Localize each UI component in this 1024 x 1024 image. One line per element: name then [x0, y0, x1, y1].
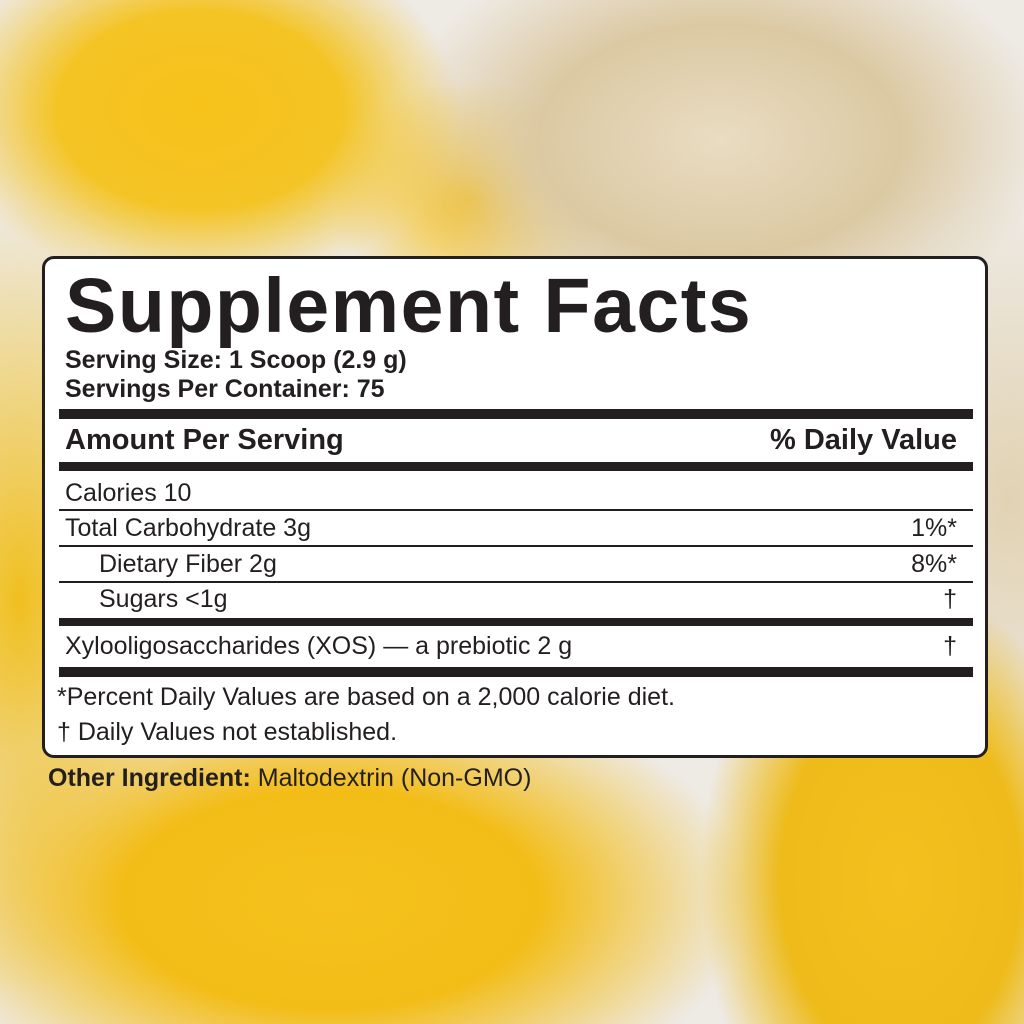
divider-thin [59, 509, 973, 511]
row-dietary-fiber-dv: 8%* [911, 550, 957, 578]
divider-thin [59, 545, 973, 547]
panel-title: Supplement Facts [65, 263, 753, 349]
row-sugars-dv: † [943, 585, 957, 613]
divider-thick [59, 618, 973, 626]
other-ingredient-label: Other Ingredient: [48, 764, 251, 792]
row-total-carbohydrate-dv: 1%* [911, 514, 957, 542]
amount-per-serving-header: Amount Per Serving [65, 424, 344, 456]
divider-thick [59, 667, 973, 677]
row-xos-dv: † [943, 632, 957, 660]
other-ingredient: Other Ingredient: Maltodextrin (Non-GMO) [48, 764, 531, 793]
row-total-carbohydrate: Total Carbohydrate 3g [65, 514, 311, 542]
row-dietary-fiber: Dietary Fiber 2g [99, 550, 277, 578]
supplement-facts-panel: Supplement Facts Serving Size: 1 Scoop (… [42, 256, 988, 758]
row-calories: Calories 10 [65, 479, 192, 507]
divider-thick [59, 409, 973, 419]
divider-thin [59, 581, 973, 583]
divider-thick [59, 462, 973, 471]
footnote-daily-values-not-established: † Daily Values not established. [57, 718, 398, 746]
other-ingredient-value: Maltodextrin (Non-GMO) [257, 764, 532, 792]
row-sugars: Sugars <1g [99, 585, 228, 613]
footnote-percent-daily-values: *Percent Daily Values are based on a 2,0… [57, 683, 675, 711]
servings-per-container: Servings Per Container: 75 [65, 375, 385, 403]
daily-value-header: % Daily Value [770, 424, 957, 456]
row-xos: Xylooligosaccharides (XOS) — a prebiotic… [65, 632, 573, 660]
serving-size: Serving Size: 1 Scoop (2.9 g) [65, 346, 407, 374]
